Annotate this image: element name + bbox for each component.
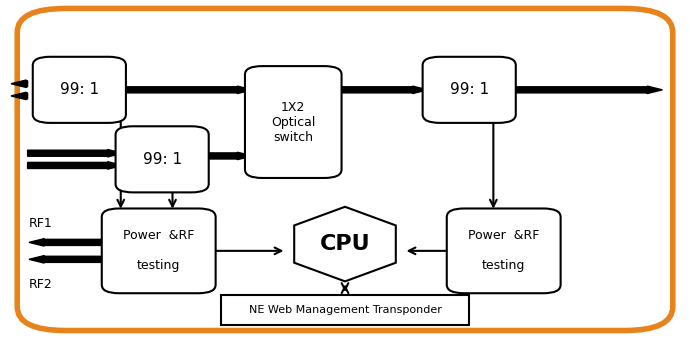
- FancyBboxPatch shape: [115, 126, 208, 193]
- Polygon shape: [294, 207, 396, 281]
- Text: RF1: RF1: [29, 217, 52, 230]
- FancyArrow shape: [11, 92, 28, 100]
- FancyBboxPatch shape: [422, 57, 516, 123]
- FancyArrow shape: [28, 149, 123, 157]
- FancyArrow shape: [334, 86, 428, 94]
- FancyArrow shape: [201, 152, 253, 160]
- FancyBboxPatch shape: [245, 66, 342, 178]
- FancyArrow shape: [29, 256, 108, 263]
- FancyArrow shape: [29, 239, 108, 246]
- Text: RF2: RF2: [29, 278, 52, 291]
- FancyArrow shape: [119, 86, 253, 94]
- Text: Power  &RF

testing: Power &RF testing: [468, 230, 540, 272]
- FancyBboxPatch shape: [102, 208, 215, 293]
- FancyArrow shape: [509, 86, 662, 94]
- FancyBboxPatch shape: [447, 208, 560, 293]
- Text: 99: 1: 99: 1: [143, 152, 181, 167]
- Text: Power  &RF

testing: Power &RF testing: [123, 230, 195, 272]
- Text: NE Web Management Transponder: NE Web Management Transponder: [248, 305, 442, 315]
- FancyBboxPatch shape: [17, 8, 673, 331]
- FancyArrow shape: [11, 80, 28, 87]
- Text: 1X2
Optical
switch: 1X2 Optical switch: [271, 101, 315, 143]
- Text: 99: 1: 99: 1: [60, 82, 99, 97]
- FancyArrow shape: [28, 162, 123, 169]
- Text: CPU: CPU: [319, 234, 371, 254]
- FancyBboxPatch shape: [221, 295, 469, 325]
- FancyBboxPatch shape: [33, 57, 126, 123]
- Text: 99: 1: 99: 1: [450, 82, 489, 97]
